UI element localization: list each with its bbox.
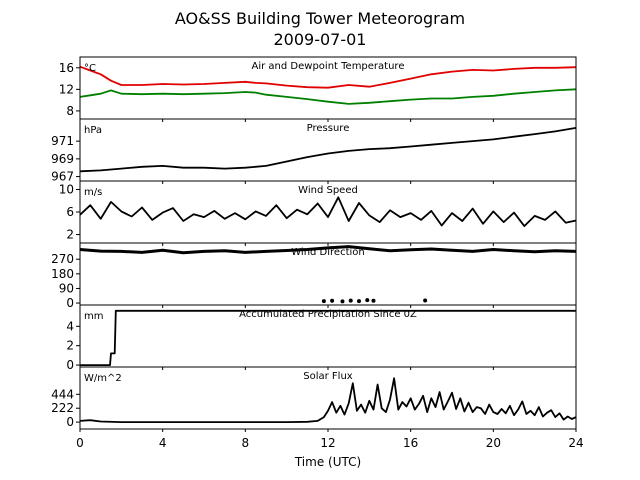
panel-2-ytick-label-2: 971: [51, 134, 74, 148]
panel-5-series-1: [80, 309, 576, 367]
panel-1-unit: °C: [84, 63, 96, 74]
panel-2-title: Pressure: [307, 123, 350, 134]
panel-1-series-2: [79, 88, 577, 105]
x-tick-label-0: 0: [76, 436, 84, 450]
panel-3-series-1: [79, 196, 577, 228]
panel-6-ytick-label-1: 222: [51, 401, 74, 415]
panel-2-ytick-label-0: 967: [51, 170, 74, 184]
panel-5-unit: mm: [84, 311, 103, 322]
panel-4-point-5: [365, 298, 370, 303]
panel-3: 2 6 10 Wind Speed m/s: [59, 180, 577, 246]
panel-6-series-1: [79, 377, 577, 424]
x-tick-label-4: 16: [403, 436, 418, 450]
panel-6-title: Solar Flux: [303, 371, 353, 382]
panel-5-ytick-label-1: 2: [66, 339, 74, 353]
panel-4-ytick-label-2: 180: [51, 267, 74, 281]
panel-2: 967 969 971 Pressure hPa: [51, 118, 577, 184]
panel-2-ytick-label-1: 969: [51, 152, 74, 166]
panel-4-point-0: [321, 299, 326, 304]
x-tick-label-5: 20: [486, 436, 501, 450]
figure-subtitle-date: 2009-07-01: [274, 30, 367, 49]
panel-6-unit: W/m^2: [84, 373, 122, 384]
panel-3-unit: m/s: [84, 187, 102, 198]
x-tick-label-2: 8: [242, 436, 250, 450]
panel-4-title: Wind Direction: [291, 247, 365, 258]
panel-3-ytick-label-2: 10: [59, 182, 74, 196]
x-axis-label: Time (UTC): [294, 455, 361, 469]
x-tick-label-6: 24: [568, 436, 583, 450]
panel-1-ytick-label-2: 16: [59, 61, 74, 75]
panel-2-unit: hPa: [84, 125, 102, 136]
panel-4-series-1: [79, 245, 577, 255]
panel-4-point-2: [340, 299, 345, 304]
panel-5-ytick-label-0: 0: [66, 358, 74, 372]
panel-5: 0 2 4 Accumulated Precipitation Since 0Z mm: [66, 304, 577, 372]
panel-4-ytick-label-3: 270: [51, 252, 74, 266]
panel-4-point-7: [423, 298, 428, 303]
panel-6-ytick-label-2: 444: [51, 387, 74, 401]
panel-4-point-1: [330, 298, 335, 303]
panel-4-point-3: [348, 298, 353, 303]
panel-1-series-1: [79, 65, 577, 89]
panel-1-ytick-label-1: 12: [59, 82, 74, 96]
panel-4-point-6: [371, 298, 376, 303]
panel-5-ytick-label-2: 4: [66, 319, 74, 333]
panel-3-title: Wind Speed: [298, 185, 358, 196]
panel-4-point-4: [357, 299, 361, 304]
panel-1: 8 12 16 Air and Dewpoint Temperature °C: [59, 56, 577, 122]
x-tick-label-1: 4: [159, 436, 167, 450]
figure-title: AO&SS Building Tower Meteorogram: [175, 9, 465, 28]
panel-3-ytick-label-0: 2: [66, 228, 74, 242]
panel-1-ytick-label-0: 8: [66, 104, 74, 118]
x-axis: 0 4 8 12 16 20 24: [76, 436, 583, 450]
panel-5-title: Accumulated Precipitation Since 0Z: [239, 309, 417, 320]
panel-2-series-1: [79, 127, 577, 173]
panel-4-ytick-label-1: 90: [59, 281, 74, 295]
panel-4-ytick-label-0: 0: [66, 296, 74, 310]
panel-1-title: Air and Dewpoint Temperature: [252, 61, 405, 72]
x-tick-label-3: 12: [320, 436, 335, 450]
panel-6-ytick-label-0: 0: [66, 415, 74, 429]
panel-3-ytick-label-1: 6: [66, 205, 74, 219]
